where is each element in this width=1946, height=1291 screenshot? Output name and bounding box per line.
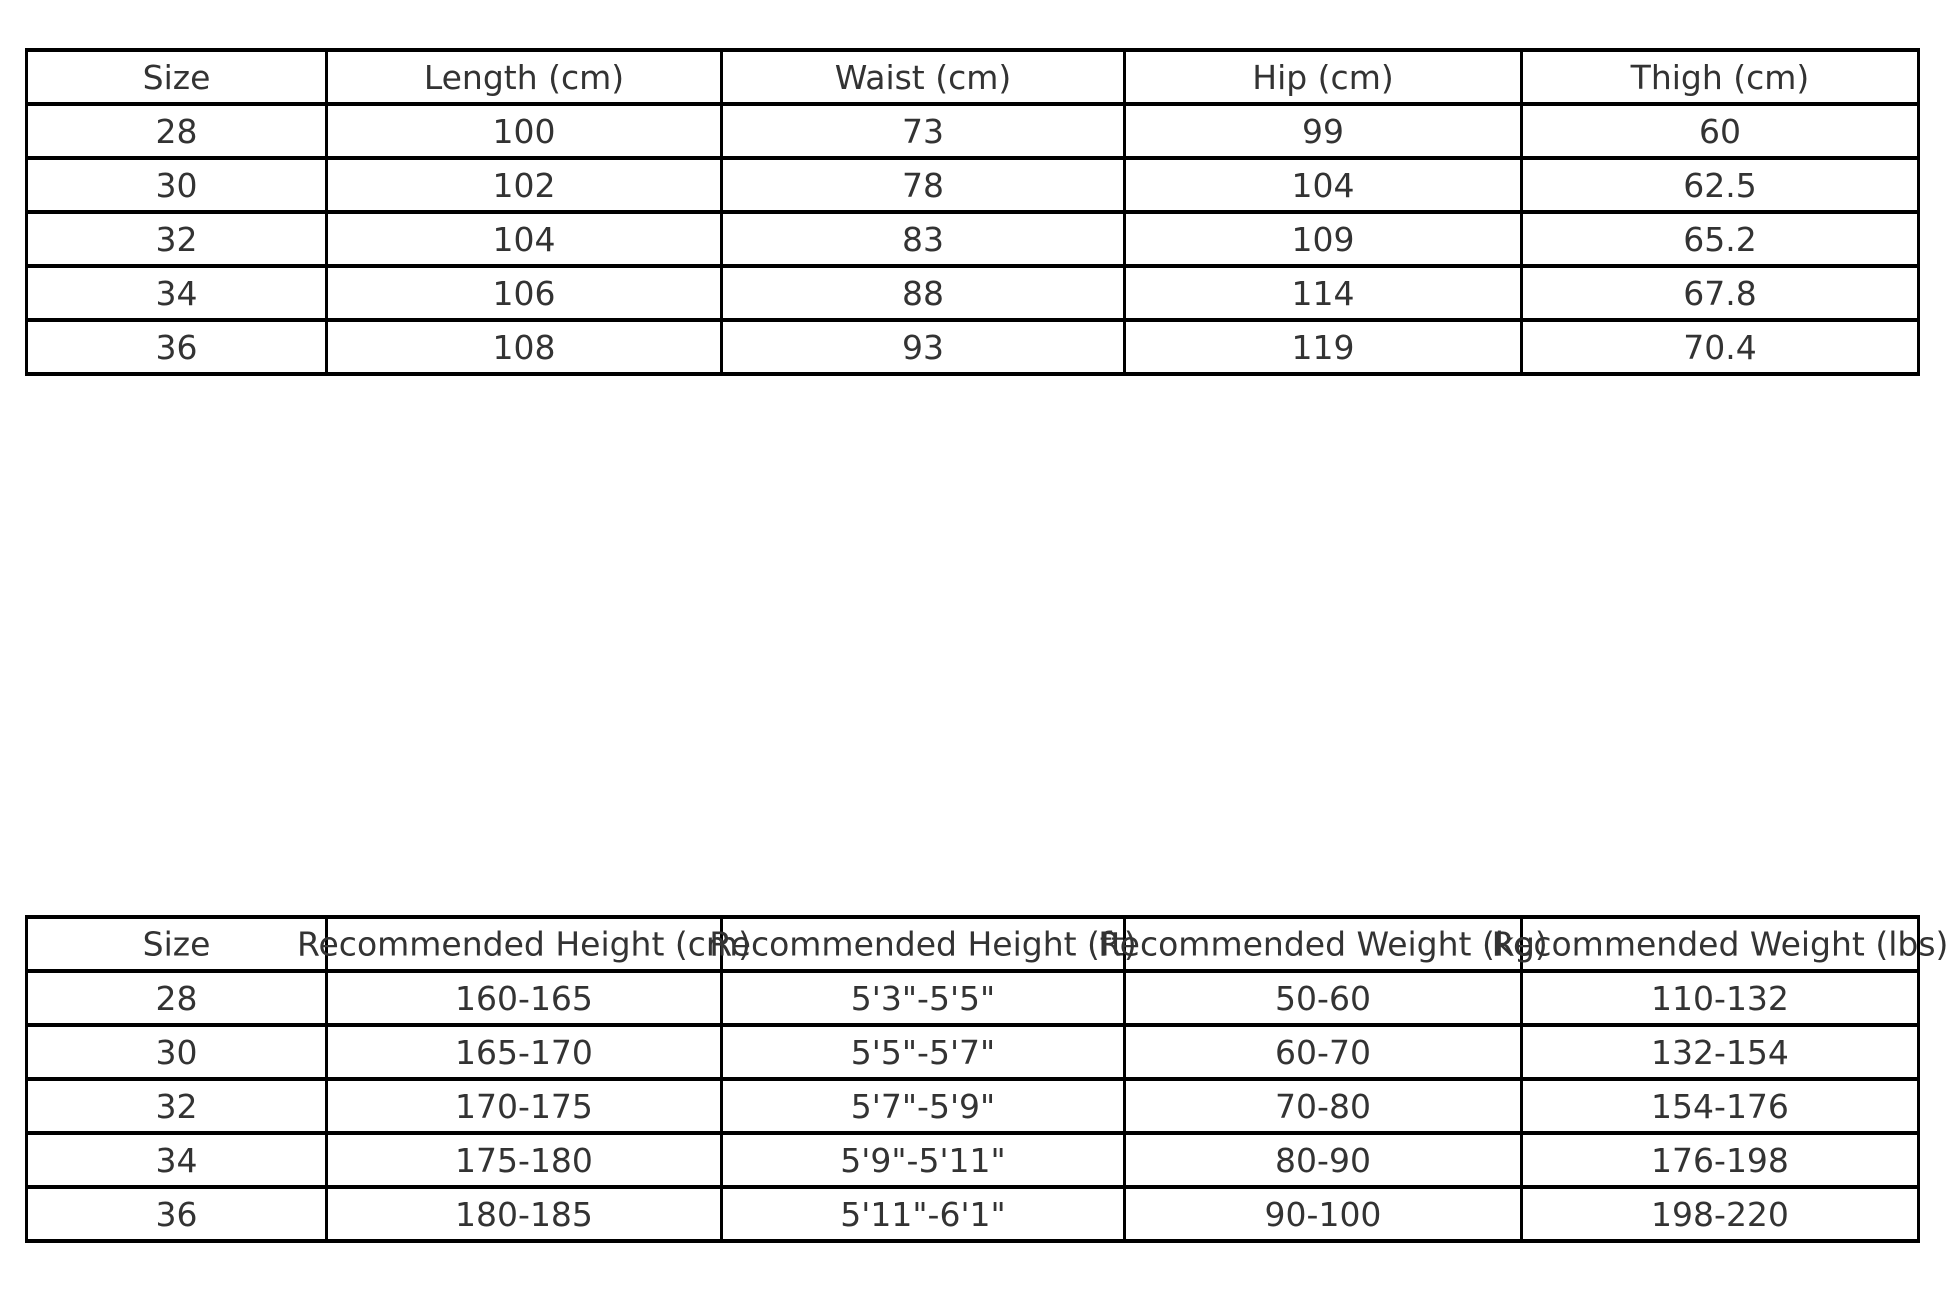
column-header-label: Recommended Height (cm) [297, 924, 751, 964]
column-header-hip: Hip (cm) [1123, 48, 1523, 106]
cell: 60-70 [1123, 1023, 1523, 1081]
cell: 5'9"-5'11" [720, 1131, 1126, 1189]
cell: 32 [25, 210, 328, 268]
column-header-rec-height-cm: Recommended Height (cm) [297, 915, 751, 973]
table-header-row: Size Length (cm) Waist (cm) Hip (cm) Thi… [25, 48, 1920, 106]
cell: 154-176 [1520, 1077, 1920, 1135]
table-row: 34 106 88 114 67.8 [25, 264, 1920, 322]
cell: 106 [325, 264, 723, 322]
cell: 36 [25, 318, 328, 376]
cell: 67.8 [1520, 264, 1920, 322]
cell: 28 [25, 969, 328, 1027]
cell: 80-90 [1123, 1131, 1523, 1189]
cell: 5'11"-6'1" [720, 1185, 1126, 1243]
column-header-length: Length (cm) [325, 48, 723, 106]
cell: 34 [25, 1131, 328, 1189]
cell: 114 [1123, 264, 1523, 322]
cell: 70-80 [1123, 1077, 1523, 1135]
table-row: 28 160-165 5'3"-5'5" 50-60 110-132 [25, 969, 1920, 1027]
cell: 104 [1123, 156, 1523, 214]
table-row: 32 170-175 5'7"-5'9" 70-80 154-176 [25, 1077, 1920, 1135]
column-header-size: Size [25, 915, 328, 973]
table-row: 30 102 78 104 62.5 [25, 156, 1920, 214]
table-header-row: Size Recommended Height (cm) Recommended… [25, 915, 1946, 973]
cell: 165-170 [325, 1023, 723, 1081]
column-header-label: Recommended Weight (kg) [1098, 924, 1548, 964]
cell: 176-198 [1520, 1131, 1920, 1189]
table-row: 36 180-185 5'11"-6'1" 90-100 198-220 [25, 1185, 1920, 1243]
cell: 119 [1123, 318, 1523, 376]
column-header-rec-weight-kg: Recommended Weight (kg) [1098, 915, 1548, 973]
cell: 198-220 [1520, 1185, 1920, 1243]
column-header-label: Recommended Weight (lbs) [1491, 924, 1946, 964]
size-recommendations-table: Size Recommended Height (cm) Recommended… [25, 915, 1946, 1243]
cell: 5'7"-5'9" [720, 1077, 1126, 1135]
cell: 28 [25, 102, 328, 160]
cell: 32 [25, 1077, 328, 1135]
cell: 93 [720, 318, 1126, 376]
cell: 62.5 [1520, 156, 1920, 214]
cell: 50-60 [1123, 969, 1523, 1027]
table-row: 34 175-180 5'9"-5'11" 80-90 176-198 [25, 1131, 1920, 1189]
cell: 104 [325, 210, 723, 268]
cell: 88 [720, 264, 1126, 322]
size-measurements-table: Size Length (cm) Waist (cm) Hip (cm) Thi… [25, 48, 1920, 376]
cell: 100 [325, 102, 723, 160]
cell: 110-132 [1520, 969, 1920, 1027]
cell: 65.2 [1520, 210, 1920, 268]
cell: 102 [325, 156, 723, 214]
cell: 109 [1123, 210, 1523, 268]
column-header-size: Size [25, 48, 328, 106]
cell: 108 [325, 318, 723, 376]
cell: 132-154 [1520, 1023, 1920, 1081]
cell: 34 [25, 264, 328, 322]
cell: 160-165 [325, 969, 723, 1027]
column-header-rec-height-ft: Recommended Height (ft) [709, 915, 1137, 973]
cell: 99 [1123, 102, 1523, 160]
cell: 5'3"-5'5" [720, 969, 1126, 1027]
column-header-label: Recommended Height (ft) [709, 924, 1137, 964]
cell: 180-185 [325, 1185, 723, 1243]
table-row: 36 108 93 119 70.4 [25, 318, 1920, 376]
table-row: 30 165-170 5'5"-5'7" 60-70 132-154 [25, 1023, 1920, 1081]
cell: 175-180 [325, 1131, 723, 1189]
column-header-rec-weight-lbs: Recommended Weight (lbs) [1492, 915, 1946, 973]
cell: 170-175 [325, 1077, 723, 1135]
table-row: 32 104 83 109 65.2 [25, 210, 1920, 268]
table-row: 28 100 73 99 60 [25, 102, 1920, 160]
cell: 5'5"-5'7" [720, 1023, 1126, 1081]
column-header-waist: Waist (cm) [720, 48, 1126, 106]
cell: 70.4 [1520, 318, 1920, 376]
cell: 78 [720, 156, 1126, 214]
column-header-label: Size [142, 924, 211, 964]
column-header-thigh: Thigh (cm) [1520, 48, 1920, 106]
cell: 30 [25, 156, 328, 214]
cell: 36 [25, 1185, 328, 1243]
cell: 30 [25, 1023, 328, 1081]
cell: 83 [720, 210, 1126, 268]
cell: 90-100 [1123, 1185, 1523, 1243]
cell: 73 [720, 102, 1126, 160]
cell: 60 [1520, 102, 1920, 160]
